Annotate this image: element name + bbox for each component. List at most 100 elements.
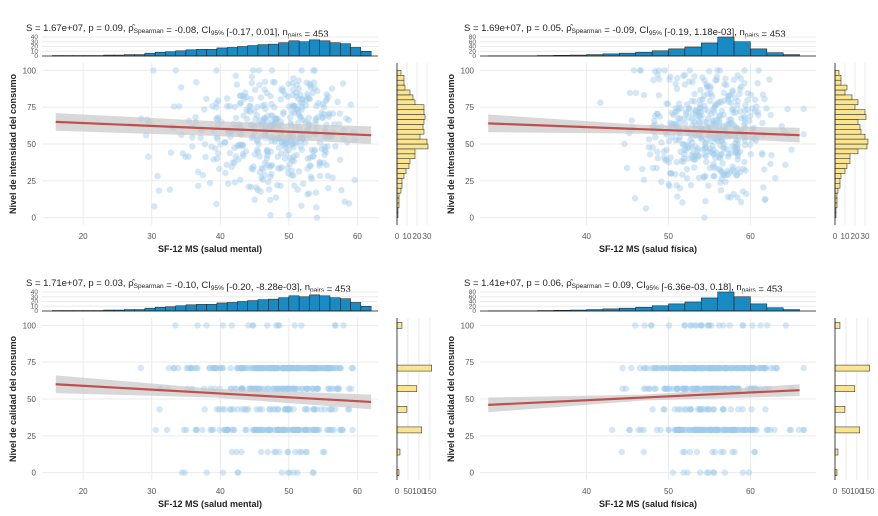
data-point	[307, 162, 313, 168]
data-point	[299, 147, 305, 153]
data-point	[666, 181, 672, 187]
top-hist-bar	[361, 51, 371, 56]
y-tick-label: 0	[470, 469, 475, 478]
data-point	[296, 365, 302, 371]
data-point	[267, 427, 273, 433]
right-hist-tick-label: 0	[833, 232, 838, 241]
data-point	[255, 149, 261, 155]
data-point	[249, 80, 255, 86]
data-point	[210, 156, 216, 162]
data-point	[702, 152, 708, 158]
data-point	[662, 157, 668, 163]
data-point	[278, 87, 284, 93]
data-point	[319, 114, 325, 120]
y-tick-label: 75	[27, 103, 36, 112]
data-point	[764, 427, 770, 433]
data-point	[279, 469, 285, 475]
top-hist-bar	[207, 49, 217, 56]
data-point	[346, 386, 352, 392]
y-tick-label: 0	[470, 214, 475, 223]
data-point	[337, 157, 343, 163]
title-segment: = -0.10, CI	[164, 280, 211, 291]
data-point	[256, 67, 262, 73]
data-point	[646, 386, 652, 392]
right-hist-bar	[397, 178, 402, 183]
x-axis-title: SF-12 MS (salud mental)	[158, 499, 262, 509]
top-hist-bar	[619, 308, 635, 311]
title-segment: S = 1.41e+07, p = 0.06, ρ̂	[464, 278, 574, 289]
data-point	[253, 406, 259, 412]
data-point	[234, 469, 240, 475]
top-hist-bar	[279, 43, 289, 56]
data-point	[730, 107, 736, 113]
title-subscript: 95%	[646, 285, 659, 292]
data-point	[684, 469, 690, 475]
title-segment: = 453	[302, 29, 329, 40]
right-hist-bar	[397, 188, 401, 193]
top-hist-bar	[217, 48, 227, 56]
data-point	[278, 96, 284, 102]
y-tick-label: 100	[461, 66, 475, 75]
data-point	[324, 365, 330, 371]
data-point	[757, 322, 763, 328]
right-hist-bar	[835, 188, 838, 193]
title-segment: S = 1.69e+07, p = 0.05, ρ̂	[464, 23, 574, 34]
data-point	[679, 172, 685, 178]
data-point	[722, 469, 728, 475]
top-hist-bar	[340, 299, 350, 311]
right-hist-tick-label: 30	[861, 232, 870, 241]
right-hist-tick-label: 20	[413, 232, 422, 241]
data-point	[281, 406, 287, 412]
data-point	[303, 80, 309, 86]
title-segment: [-6.36e-03, 0.18], n	[659, 282, 742, 293]
data-point	[241, 95, 247, 101]
top-hist-bar	[299, 42, 309, 56]
top-hist-bar	[309, 295, 319, 311]
data-point	[262, 115, 268, 121]
data-point	[239, 406, 245, 412]
data-point	[227, 150, 233, 156]
right-hist-bar	[835, 100, 858, 105]
top-hist-bar	[685, 302, 701, 311]
top-hist-bar	[145, 308, 155, 311]
data-point	[623, 386, 629, 392]
data-point	[680, 449, 686, 455]
data-point	[699, 74, 705, 80]
data-point	[153, 427, 159, 433]
data-point	[258, 449, 264, 455]
data-point	[650, 77, 656, 83]
data-point	[641, 449, 647, 455]
data-point	[264, 449, 270, 455]
data-point	[311, 406, 317, 412]
top-hist-bar	[685, 47, 701, 56]
data-point	[289, 167, 295, 173]
data-point	[290, 406, 296, 412]
data-point	[246, 184, 252, 190]
data-point	[291, 182, 297, 188]
top-hist-bar	[196, 304, 206, 311]
x-axis-title: SF-12 MS (salud física)	[599, 499, 697, 509]
top-hist-bar	[320, 41, 330, 56]
data-point	[720, 406, 726, 412]
data-point	[641, 386, 647, 392]
data-point	[298, 322, 304, 328]
data-point	[307, 155, 313, 161]
data-point	[284, 386, 290, 392]
data-point	[267, 197, 273, 203]
right-hist-bar	[835, 386, 855, 392]
data-point	[268, 171, 274, 177]
data-point	[784, 106, 790, 112]
right-hist-bar	[835, 80, 841, 85]
data-point	[674, 427, 680, 433]
data-point	[258, 175, 264, 181]
data-point	[687, 449, 693, 455]
data-point	[294, 469, 300, 475]
data-point	[262, 79, 268, 85]
data-point	[674, 386, 680, 392]
data-point	[173, 67, 179, 73]
data-point	[285, 147, 291, 153]
top-hist-bar	[289, 296, 299, 311]
data-point	[641, 322, 647, 328]
right-hist-bar	[397, 110, 424, 115]
top-hist-bar	[145, 53, 155, 56]
